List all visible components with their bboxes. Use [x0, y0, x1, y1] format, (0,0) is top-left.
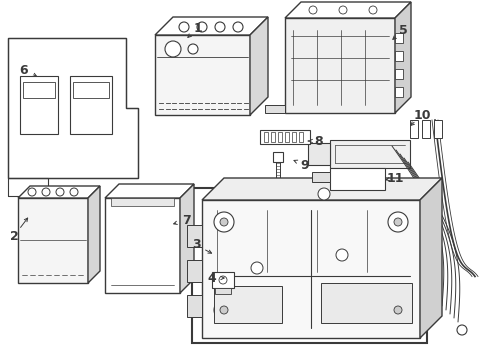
Text: 11: 11: [386, 171, 404, 185]
Polygon shape: [285, 2, 411, 18]
Bar: [70, 76, 112, 134]
Circle shape: [336, 249, 348, 261]
Text: 9: 9: [301, 158, 309, 171]
Text: 4: 4: [208, 271, 217, 284]
Polygon shape: [187, 260, 202, 282]
Circle shape: [369, 6, 377, 14]
Bar: [215, 288, 231, 294]
Bar: [278, 132, 282, 142]
Circle shape: [251, 262, 263, 274]
Circle shape: [318, 188, 330, 200]
Bar: [23, 82, 55, 98]
Circle shape: [28, 188, 36, 196]
Bar: [285, 132, 289, 142]
Bar: [395, 69, 403, 79]
Circle shape: [233, 22, 243, 32]
Circle shape: [388, 300, 408, 320]
Circle shape: [215, 22, 225, 32]
Bar: [73, 82, 109, 98]
Polygon shape: [202, 200, 420, 338]
Circle shape: [388, 212, 408, 232]
Circle shape: [219, 276, 227, 284]
Bar: [264, 132, 268, 142]
Polygon shape: [308, 143, 330, 165]
Polygon shape: [273, 152, 283, 162]
Polygon shape: [214, 285, 282, 323]
Circle shape: [220, 306, 228, 314]
Polygon shape: [187, 225, 202, 247]
Polygon shape: [202, 178, 442, 200]
Bar: [410, 120, 418, 138]
Bar: [422, 120, 430, 138]
Circle shape: [394, 218, 402, 226]
Circle shape: [220, 218, 228, 226]
Circle shape: [165, 41, 181, 57]
Polygon shape: [105, 198, 180, 293]
Text: 2: 2: [10, 230, 19, 243]
Polygon shape: [155, 17, 268, 35]
Bar: [292, 132, 296, 142]
Text: 5: 5: [399, 23, 407, 36]
Circle shape: [188, 44, 198, 54]
Polygon shape: [18, 198, 88, 283]
Circle shape: [457, 325, 467, 335]
Circle shape: [339, 6, 347, 14]
Bar: [271, 132, 275, 142]
Polygon shape: [321, 283, 412, 323]
Circle shape: [214, 212, 234, 232]
Bar: [299, 132, 303, 142]
Polygon shape: [180, 184, 194, 293]
Text: 3: 3: [192, 239, 200, 252]
Polygon shape: [395, 2, 411, 113]
Polygon shape: [105, 184, 194, 198]
Bar: [312, 172, 330, 182]
Text: 8: 8: [315, 135, 323, 148]
Circle shape: [197, 22, 207, 32]
Circle shape: [179, 22, 189, 32]
Polygon shape: [420, 178, 442, 338]
Circle shape: [42, 188, 50, 196]
Polygon shape: [285, 18, 395, 113]
Text: 10: 10: [413, 108, 431, 122]
Bar: [395, 51, 403, 61]
Bar: [260, 130, 310, 144]
Bar: [434, 120, 442, 138]
Circle shape: [56, 188, 64, 196]
Text: 7: 7: [182, 213, 191, 226]
Circle shape: [214, 300, 234, 320]
Bar: [192, 188, 427, 343]
Bar: [20, 76, 58, 134]
Polygon shape: [88, 186, 100, 283]
Bar: [212, 272, 234, 288]
Bar: [330, 168, 385, 190]
Polygon shape: [330, 140, 410, 168]
Circle shape: [394, 306, 402, 314]
Polygon shape: [155, 35, 250, 115]
Circle shape: [309, 6, 317, 14]
Polygon shape: [250, 17, 268, 115]
Bar: [395, 33, 403, 43]
Text: 1: 1: [194, 22, 202, 35]
Text: 6: 6: [20, 63, 28, 77]
Polygon shape: [8, 38, 138, 178]
Circle shape: [70, 188, 78, 196]
Polygon shape: [18, 186, 100, 198]
Polygon shape: [187, 295, 202, 317]
Polygon shape: [265, 105, 285, 113]
Polygon shape: [111, 198, 174, 206]
Bar: [395, 87, 403, 97]
